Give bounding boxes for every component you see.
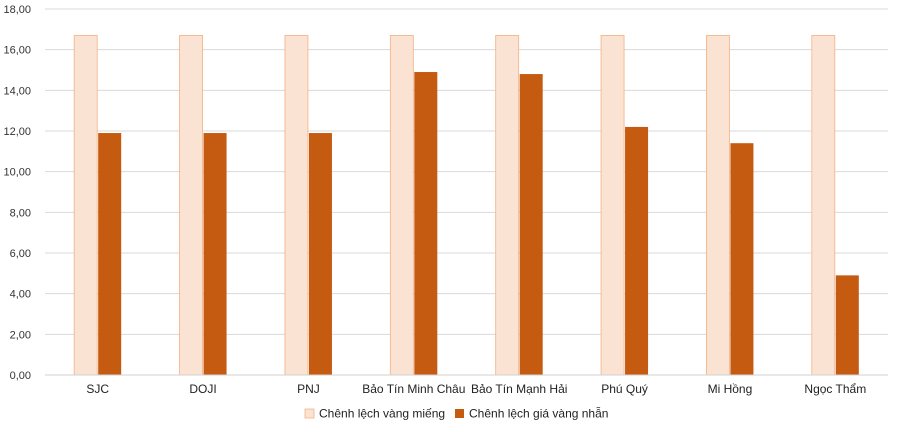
- bar-vang-nhan: [835, 275, 859, 375]
- bar-vang-nhan: [98, 133, 122, 375]
- bar-vang-nhan: [203, 133, 227, 375]
- y-tick-label: 8,00: [10, 207, 31, 219]
- bar-vang-mieng: [600, 35, 625, 376]
- bar-vang-nhan: [730, 143, 754, 375]
- legend: Chênh lệch vàng miếng Chênh lệch giá vàng…: [304, 406, 608, 421]
- x-axis-categories: SJC DOJI PNJ Bảo Tín Minh Châu Bảo Tín Mạnh …: [86, 382, 866, 396]
- y-tick-label: 0,00: [10, 370, 31, 382]
- bar-vang-nhan: [519, 74, 543, 376]
- x-category-label: Bảo Tín Minh Châu: [362, 382, 465, 396]
- bar-vang-mieng: [389, 35, 414, 376]
- y-tick-label: 4,00: [10, 289, 31, 301]
- x-category-label: DOJI: [189, 382, 216, 396]
- y-axis-ticks: 0,00 2,00 4,00 6,00 8,00 10,00 12,00 14,00 16,00…: [3, 4, 31, 382]
- y-tick-label: 10,00: [3, 167, 31, 179]
- bar-vang-mieng: [706, 35, 730, 376]
- bar-vang-mieng: [73, 35, 98, 376]
- x-category-label: Mi Hồng: [708, 382, 753, 396]
- y-tick-label: 18,00: [3, 4, 31, 16]
- bar-vang-nhan: [414, 72, 438, 376]
- legend-swatch: [304, 408, 315, 419]
- y-tick-label: 14,00: [3, 85, 31, 97]
- bar-vang-mieng: [811, 35, 836, 376]
- x-category-label: PNJ: [297, 382, 320, 396]
- gridlines: [45, 8, 888, 335]
- y-tick-label: 2,00: [10, 329, 31, 341]
- legend-label: Chênh lệch vàng miếng: [319, 407, 445, 421]
- x-category-label: Bảo Tín Mạnh Hải: [471, 382, 568, 396]
- x-category-label: Ngọc Thẩm: [804, 382, 866, 396]
- x-category-label: Phú Quý: [601, 382, 648, 396]
- bar-vang-mieng: [284, 35, 309, 376]
- y-tick-label: 12,00: [3, 126, 31, 138]
- bar-vang-nhan: [625, 126, 649, 375]
- x-category-label: SJC: [86, 382, 109, 396]
- y-tick-label: 6,00: [10, 248, 31, 260]
- bar-vang-mieng: [495, 35, 520, 376]
- legend-swatch: [455, 409, 464, 418]
- y-tick-label: 16,00: [3, 45, 31, 57]
- bars: [73, 35, 859, 376]
- bar-vang-mieng: [179, 35, 203, 376]
- legend-label: Chênh lệch giá vàng nhẫn: [469, 406, 608, 421]
- bar-vang-nhan: [308, 133, 332, 375]
